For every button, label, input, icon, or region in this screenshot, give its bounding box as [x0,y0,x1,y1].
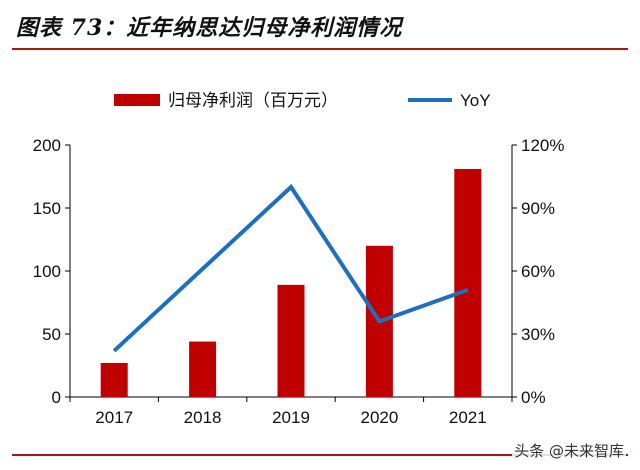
bar [277,284,305,397]
y-right-tick-label: 120% [521,136,564,155]
watermark: 头条 @未来智库 [512,440,626,461]
bar [100,362,128,397]
yoy-point [290,186,292,188]
yoy-point [467,289,469,291]
legend: 归母净利润（百万元） YoY [114,91,491,110]
y-right-tick-label: 0% [521,388,546,407]
y-right-tick-label: 90% [521,199,555,218]
y-left-tick-label: 0 [52,388,61,407]
bar [454,168,482,397]
x-tick-label: 2019 [272,408,310,427]
tick-labels: 0 50 100 150 200 0% 30% 60% 90% 120% 2017 2018 2019 2… [33,136,565,427]
y-left-tick-label: 50 [42,325,61,344]
x-tick-label: 2020 [360,408,398,427]
yoy-point [202,268,204,270]
y-left-tick-label: 200 [33,136,61,155]
chart-title: 图表 73：近年纳思达归母净利润情况 [16,15,403,41]
legend-bar-label: 归母净利润（百万元） [168,91,338,110]
line-series [112,183,469,353]
title-divider [12,48,628,50]
bar-series [100,168,482,397]
y-right-tick-label: 60% [521,262,555,281]
yoy-point [378,320,380,322]
x-tick-label: 2021 [449,408,487,427]
legend-bar-swatch [114,94,160,106]
bottom-divider [12,454,628,456]
yoy-point [113,350,115,352]
bar [189,341,217,397]
legend-line-label: YoY [460,91,491,110]
x-tick-label: 2018 [184,408,222,427]
y-left-tick-label: 100 [33,262,61,281]
y-right-tick-label: 30% [521,325,555,344]
y-left-tick-label: 150 [33,199,61,218]
x-tick-label: 2017 [95,408,133,427]
